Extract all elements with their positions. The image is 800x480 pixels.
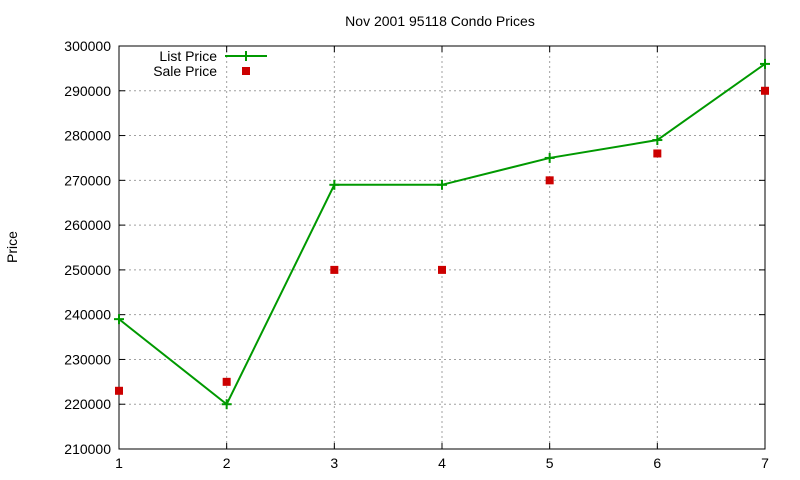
data-point [761,86,769,95]
data-point [760,58,770,69]
series-line [118,63,766,406]
x-tick-label: 2 [223,455,231,471]
data-point [330,265,339,274]
x-tick-label: 3 [330,455,338,471]
legend-item: Sale Price [153,63,250,79]
data-point [545,176,554,185]
legend-label: List Price [159,48,217,64]
y-tick-label: 260000 [64,217,111,233]
y-tick-label: 210000 [64,441,111,457]
data-point [653,149,662,158]
x-tick-label: 6 [653,455,661,471]
y-tick-label: 220000 [64,396,111,412]
data-point [437,179,447,190]
y-axis-label: Price [4,231,20,263]
data-point [114,314,124,325]
y-tick-label: 250000 [64,262,111,278]
x-tick-label: 4 [438,455,446,471]
data-point [221,399,232,410]
x-tick-label: 5 [546,455,554,471]
y-tick-label: 230000 [64,351,111,367]
y-tick-label: 300000 [64,38,111,54]
y-tick-label: 290000 [64,83,111,99]
y-tick-label: 240000 [64,307,111,323]
series [114,58,770,410]
x-tick-label: 7 [761,455,769,471]
data-point [438,265,446,274]
chart-title: Nov 2001 95118 Condo Prices [345,13,535,29]
x-tick-label: 1 [115,455,123,471]
data-point [115,386,123,395]
y-axis-ticks: 210000 220000 230000 240000 250000 260000 2700… [64,38,765,457]
series-sale-price [115,86,769,395]
y-tick-label: 270000 [64,172,111,188]
x-axis-ticks: 1 2 3 4 5 6 7 [115,46,769,471]
legend-item: List Price [159,48,267,64]
legend-swatch-square [242,67,250,75]
data-point [222,377,231,386]
data-point [329,179,340,190]
y-tick-label: 280000 [64,128,111,144]
data-point [544,152,555,163]
data-point [652,135,663,146]
series-list-price [114,58,770,410]
grid [119,46,765,449]
legend-label: Sale Price [153,63,217,79]
